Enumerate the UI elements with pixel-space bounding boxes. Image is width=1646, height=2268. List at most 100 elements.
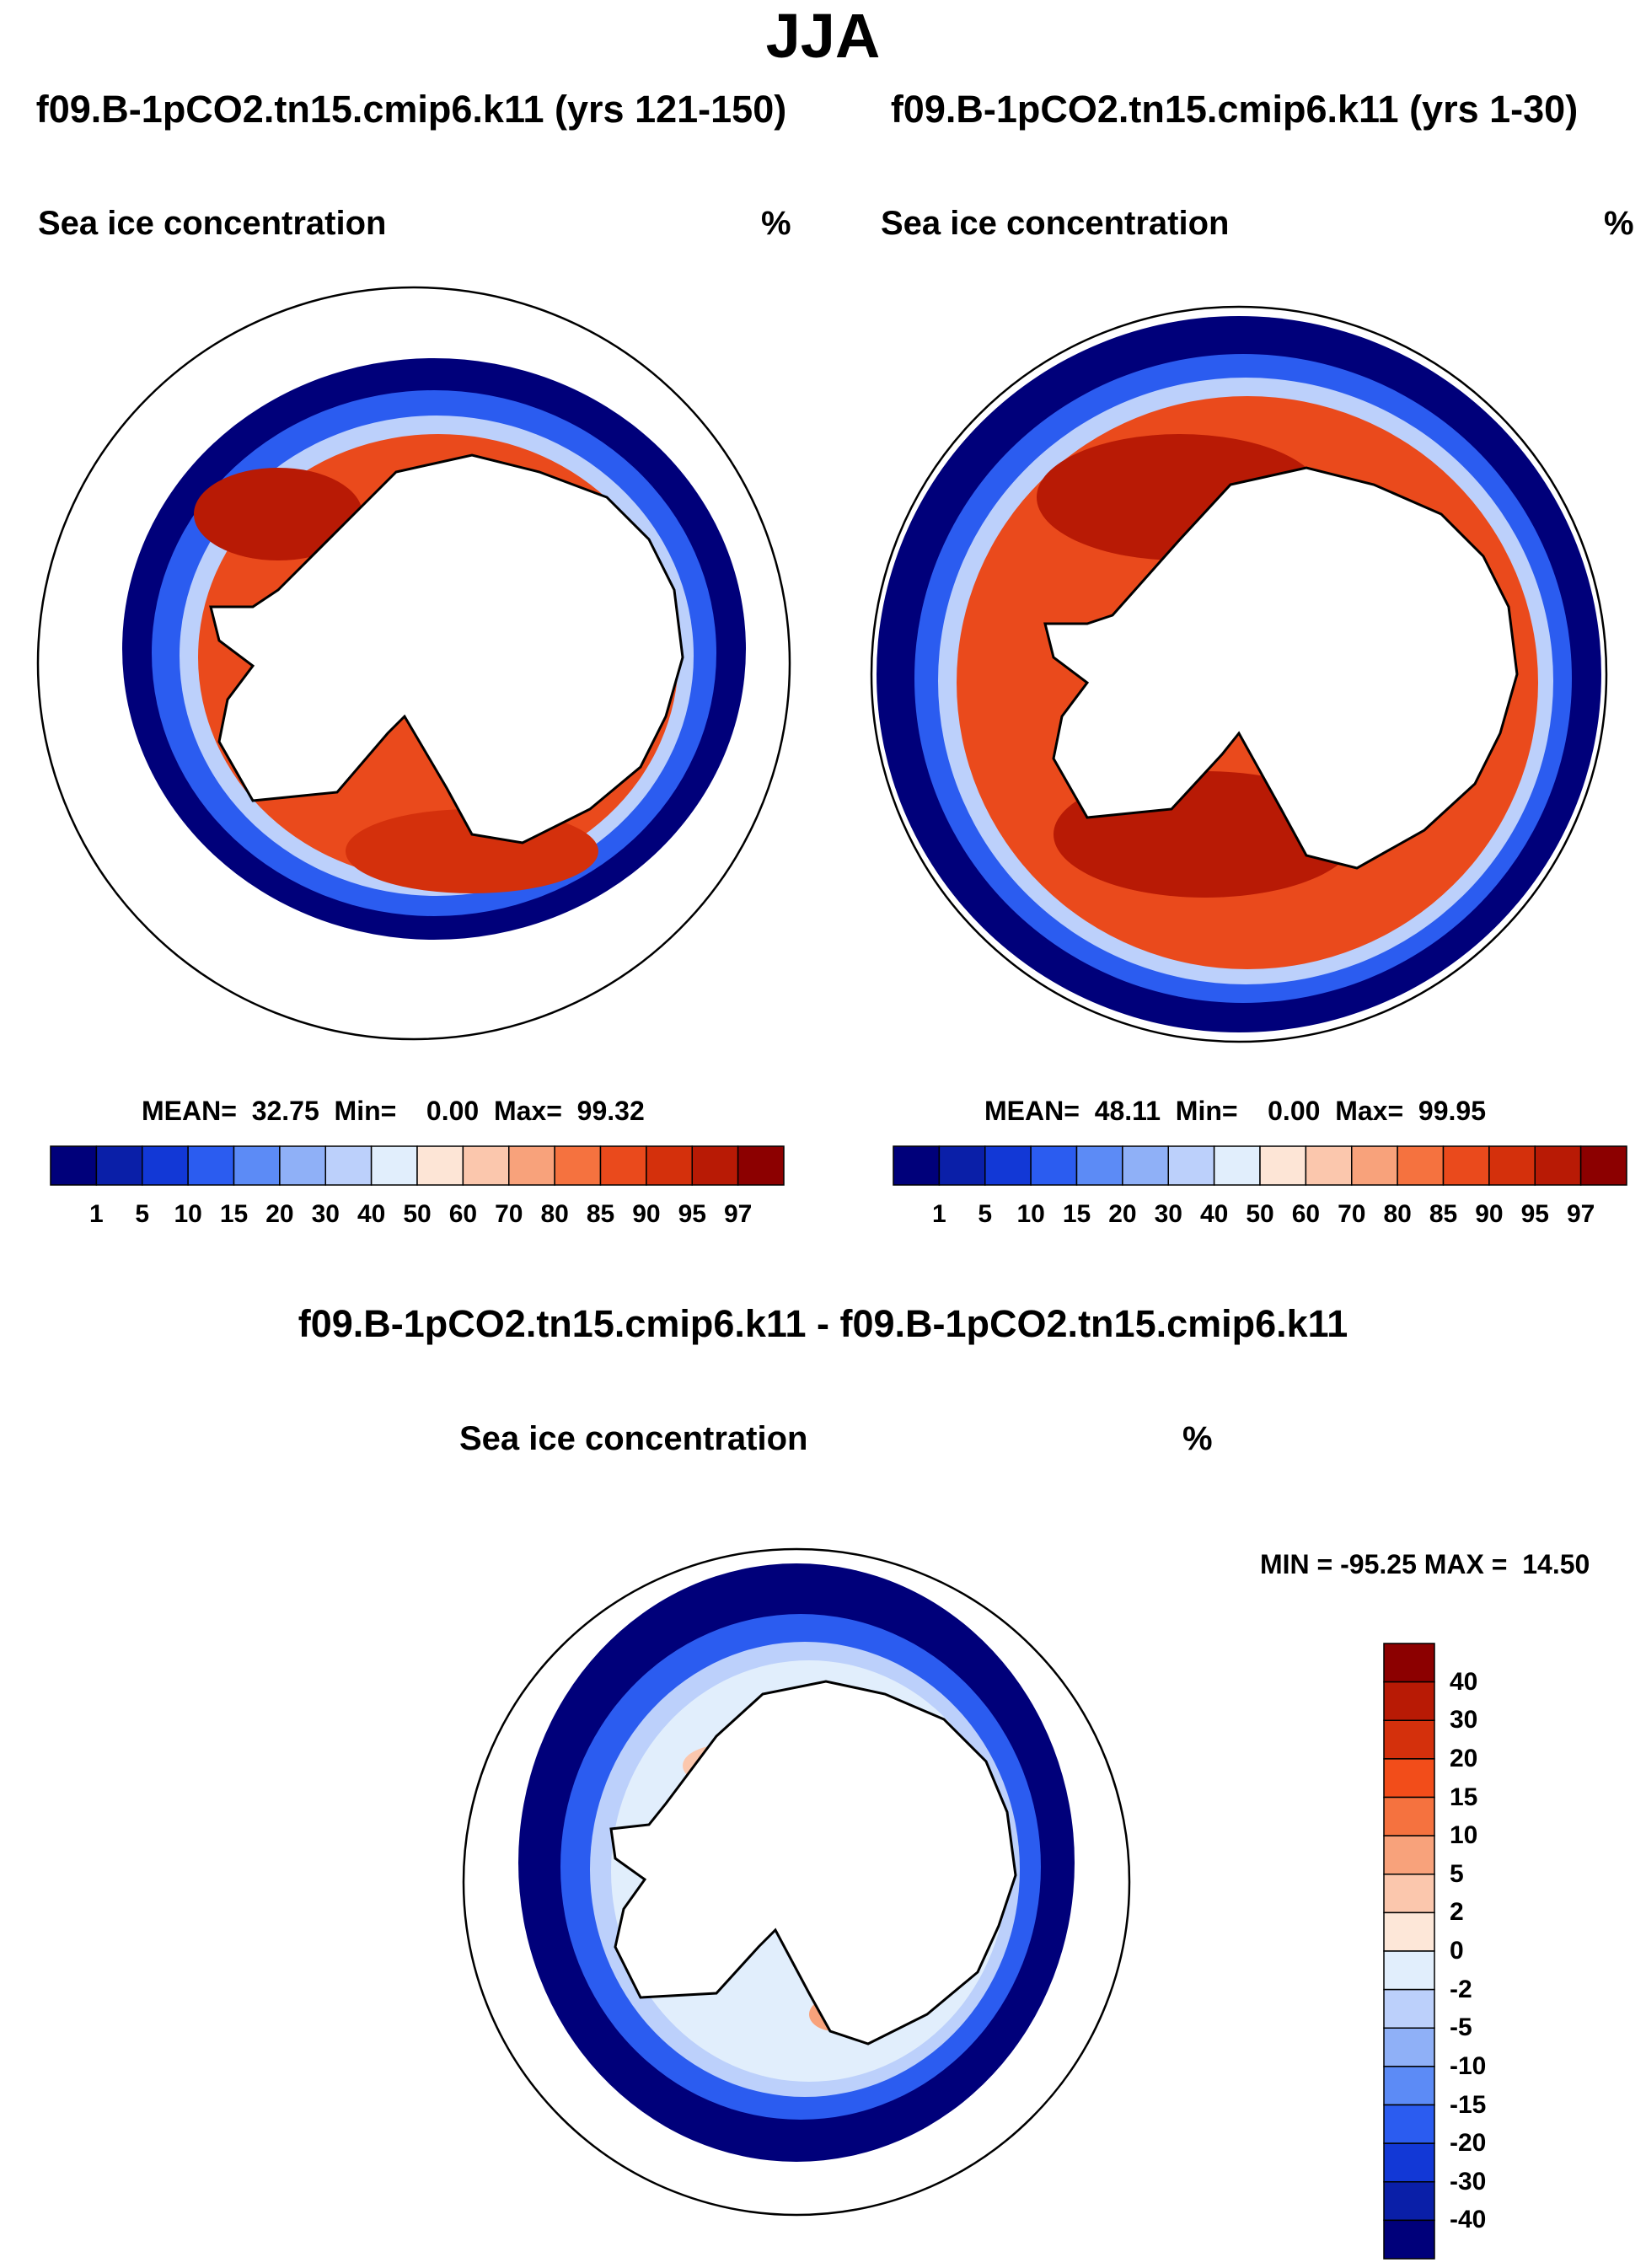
- ice-core-weddell: [194, 468, 362, 560]
- figure-title: JJA: [765, 1, 881, 71]
- colorbar-swatch: [1383, 1681, 1435, 1721]
- colorbar-tick-label: 70: [1338, 1200, 1366, 1228]
- colorbar-swatch: [1383, 1643, 1435, 1683]
- colorbar-tick-label: 97: [1566, 1200, 1595, 1228]
- panel-right-units-label: %: [1604, 205, 1634, 242]
- colorbar-right: [893, 1145, 1627, 1186]
- colorbar-swatch: [1383, 1758, 1435, 1799]
- colorbar-tick-label: -10: [1450, 2051, 1487, 2080]
- colorbar-tick-label: 20: [1108, 1200, 1137, 1228]
- colorbar-swatch: [1534, 1145, 1582, 1186]
- colorbar-swatch: [1383, 1911, 1435, 1952]
- panel-left-case-title: f09.B-1pCO2.tn15.cmip6.k11 (yrs 121-150): [35, 88, 787, 131]
- colorbar-tick-label: -15: [1450, 2090, 1487, 2119]
- panel-left-units-label: %: [761, 205, 791, 242]
- colorbar-swatch: [646, 1145, 693, 1186]
- colorbar-tick-label: 90: [1475, 1200, 1504, 1228]
- antarctica-landmass: [1043, 466, 1519, 870]
- colorbar-tick-label: -40: [1450, 2206, 1487, 2234]
- colorbar-tick-label: 80: [540, 1200, 569, 1228]
- antarctica-landmass: [209, 453, 684, 844]
- colorbar-swatch: [370, 1145, 418, 1186]
- colorbar-tick-label: 70: [495, 1200, 523, 1228]
- colorbar-swatch: [1383, 2027, 1435, 2067]
- colorbar-tick-label: 1: [932, 1200, 946, 1228]
- colorbar-swatch: [1213, 1145, 1261, 1186]
- colorbar-swatch: [1383, 1719, 1435, 1760]
- colorbar-tick-label: 85: [1429, 1200, 1458, 1228]
- colorbar-swatch: [416, 1145, 464, 1186]
- colorbar-tick-label: 97: [723, 1200, 753, 1228]
- colorbar-tick-label: 10: [1016, 1200, 1045, 1228]
- colorbar-swatch: [893, 1145, 941, 1186]
- colorbar-left: [50, 1145, 785, 1186]
- colorbar-tick-label: -5: [1450, 2013, 1472, 2042]
- colorbar-tick-label: 5: [1450, 1859, 1464, 1888]
- colorbar-tick-label: 40: [1199, 1200, 1229, 1228]
- diff-variable-label: Sea ice concentration: [459, 1420, 808, 1457]
- colorbar-tick-label: 50: [403, 1200, 432, 1228]
- colorbar-tick-label: 50: [1246, 1200, 1274, 1228]
- colorbar-tick-label: 85: [586, 1200, 615, 1228]
- colorbar-tick-label: 20: [265, 1200, 294, 1228]
- colorbar-swatch: [462, 1145, 510, 1186]
- colorbar-tick-label: 95: [1520, 1200, 1549, 1228]
- colorbar-tick-label: 90: [632, 1200, 661, 1228]
- colorbar-swatch: [1383, 2104, 1435, 2144]
- colorbar-swatch: [554, 1145, 602, 1186]
- colorbar-tick-label: 15: [219, 1200, 249, 1228]
- colorbar-tick-label: 60: [1291, 1200, 1321, 1228]
- panel-right-variable-label: Sea ice concentration: [881, 205, 1230, 242]
- colorbar-tick-label: 5: [135, 1200, 150, 1228]
- colorbar-swatch: [1383, 1796, 1435, 1836]
- colorbar-tick-label: 5: [978, 1200, 993, 1228]
- panel-left-stats: MEAN= 32.75 Min= 0.00 Max= 99.32: [142, 1096, 645, 1126]
- colorbar-swatch: [1383, 1988, 1435, 2029]
- colorbar-tick-label: 30: [1154, 1200, 1182, 1228]
- colorbar-tick-label: 10: [174, 1200, 202, 1228]
- colorbar-swatch: [1383, 1835, 1435, 1875]
- colorbar-tick-label: 20: [1450, 1744, 1478, 1772]
- colorbar-swatch: [1383, 1950, 1435, 1991]
- colorbar-tick-label: -2: [1450, 1975, 1472, 2003]
- colorbar-tick-label: 15: [1450, 1783, 1478, 1811]
- colorbar-tick-label: 1: [89, 1200, 104, 1228]
- colorbar-diff: [1383, 1643, 1435, 2260]
- colorbar-swatch: [1383, 2219, 1435, 2260]
- colorbar-swatch: [1122, 1145, 1169, 1186]
- colorbar-swatch: [233, 1145, 281, 1186]
- diff-minmax: MIN = -95.25 MAX = 14.50: [1260, 1549, 1590, 1579]
- colorbar-swatch: [1167, 1145, 1215, 1186]
- panel-right-stats: MEAN= 48.11 Min= 0.00 Max= 99.95: [984, 1096, 1486, 1126]
- panel-left-variable-label: Sea ice concentration: [38, 205, 387, 242]
- colorbar-swatch: [1305, 1145, 1353, 1186]
- colorbar-swatch: [1397, 1145, 1445, 1186]
- colorbar-swatch: [599, 1145, 647, 1186]
- panel-right-case-title: f09.B-1pCO2.tn15.cmip6.k11 (yrs 1-30): [890, 88, 1579, 131]
- colorbar-tick-label: 95: [678, 1200, 706, 1228]
- colorbar-swatch: [938, 1145, 986, 1186]
- colorbar-tick-label: 40: [1450, 1667, 1478, 1696]
- colorbar-swatch: [1579, 1145, 1627, 1186]
- colorbar-swatch: [984, 1145, 1032, 1186]
- colorbar-tick-label: 30: [311, 1200, 340, 1228]
- colorbar-swatch: [1383, 1874, 1435, 1914]
- colorbar-tick-label: 60: [448, 1200, 478, 1228]
- colorbar-tick-label: 2: [1450, 1898, 1464, 1927]
- colorbar-tick-label: 15: [1062, 1200, 1091, 1228]
- colorbar-tick-label: 80: [1383, 1200, 1412, 1228]
- colorbar-swatch: [737, 1145, 785, 1186]
- diff-units-label: %: [1182, 1420, 1213, 1457]
- colorbar-swatch: [1383, 2066, 1435, 2106]
- antarctica-landmass: [609, 1680, 1017, 2045]
- colorbar-swatch: [1383, 2181, 1435, 2222]
- diff-title: f09.B-1pCO2.tn15.cmip6.k11 - f09.B-1pCO2…: [298, 1302, 1348, 1345]
- colorbar-tick-label: 0: [1450, 1937, 1464, 1965]
- colorbar-tick-label: 30: [1450, 1706, 1478, 1735]
- colorbar-tick-label: -20: [1450, 2129, 1487, 2158]
- colorbar-swatch: [187, 1145, 235, 1186]
- colorbar-swatch: [1075, 1145, 1123, 1186]
- colorbar-swatch: [324, 1145, 373, 1186]
